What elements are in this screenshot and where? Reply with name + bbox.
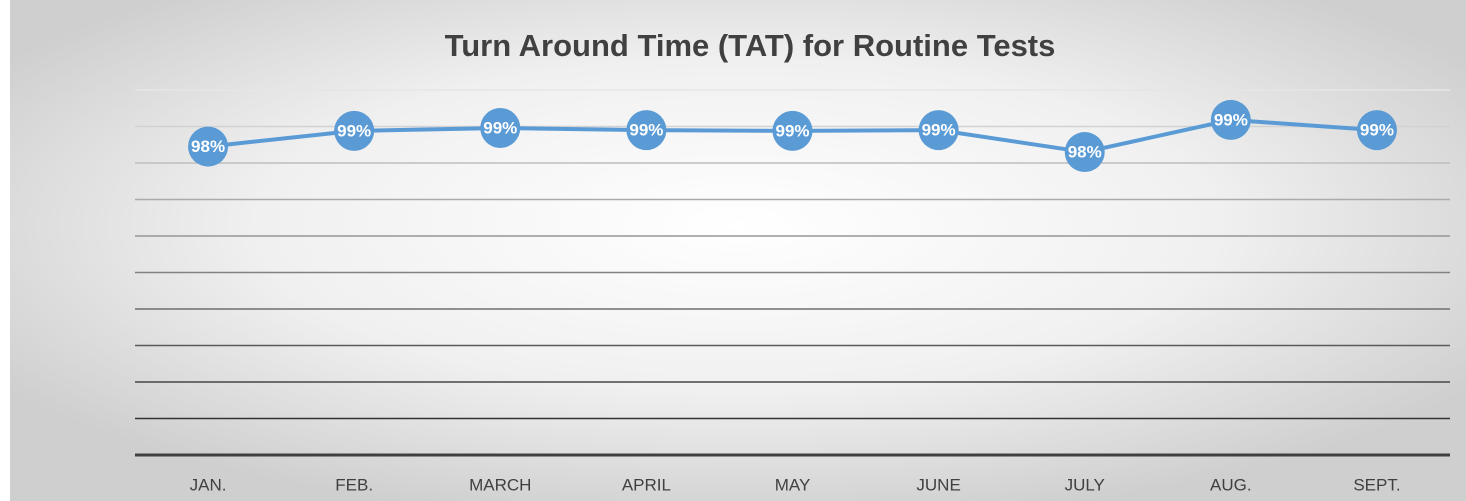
x-tick-label: JULY	[1065, 475, 1105, 494]
data-label: 99%	[775, 121, 809, 140]
data-label: 99%	[922, 121, 956, 140]
marker	[334, 110, 375, 151]
x-tick-label: MAY	[775, 475, 811, 494]
marker	[480, 107, 521, 148]
x-tick-label: JUNE	[916, 475, 960, 494]
x-tick-label: JAN.	[190, 475, 227, 494]
x-tick-label: FEB.	[335, 475, 373, 494]
marker	[772, 110, 813, 151]
marker	[626, 110, 667, 151]
marker	[188, 126, 229, 167]
x-tick-label: APRIL	[622, 475, 671, 494]
chart-title: Turn Around Time (TAT) for Routine Tests	[445, 28, 1056, 63]
data-label: 99%	[1214, 110, 1248, 129]
x-tick-label: AUG.	[1210, 475, 1252, 494]
chart-background	[10, 0, 1466, 501]
marker	[918, 110, 959, 151]
data-label: 98%	[1068, 143, 1102, 162]
marker	[1064, 132, 1105, 173]
x-tick-label: MARCH	[469, 475, 531, 494]
data-label: 99%	[1360, 121, 1394, 140]
data-label: 99%	[337, 121, 371, 140]
data-label: 99%	[629, 121, 663, 140]
x-tick-label: SEPT.	[1353, 475, 1400, 494]
marker	[1210, 99, 1251, 140]
data-label: 99%	[483, 118, 517, 137]
data-label: 98%	[191, 137, 225, 156]
marker	[1356, 110, 1397, 151]
